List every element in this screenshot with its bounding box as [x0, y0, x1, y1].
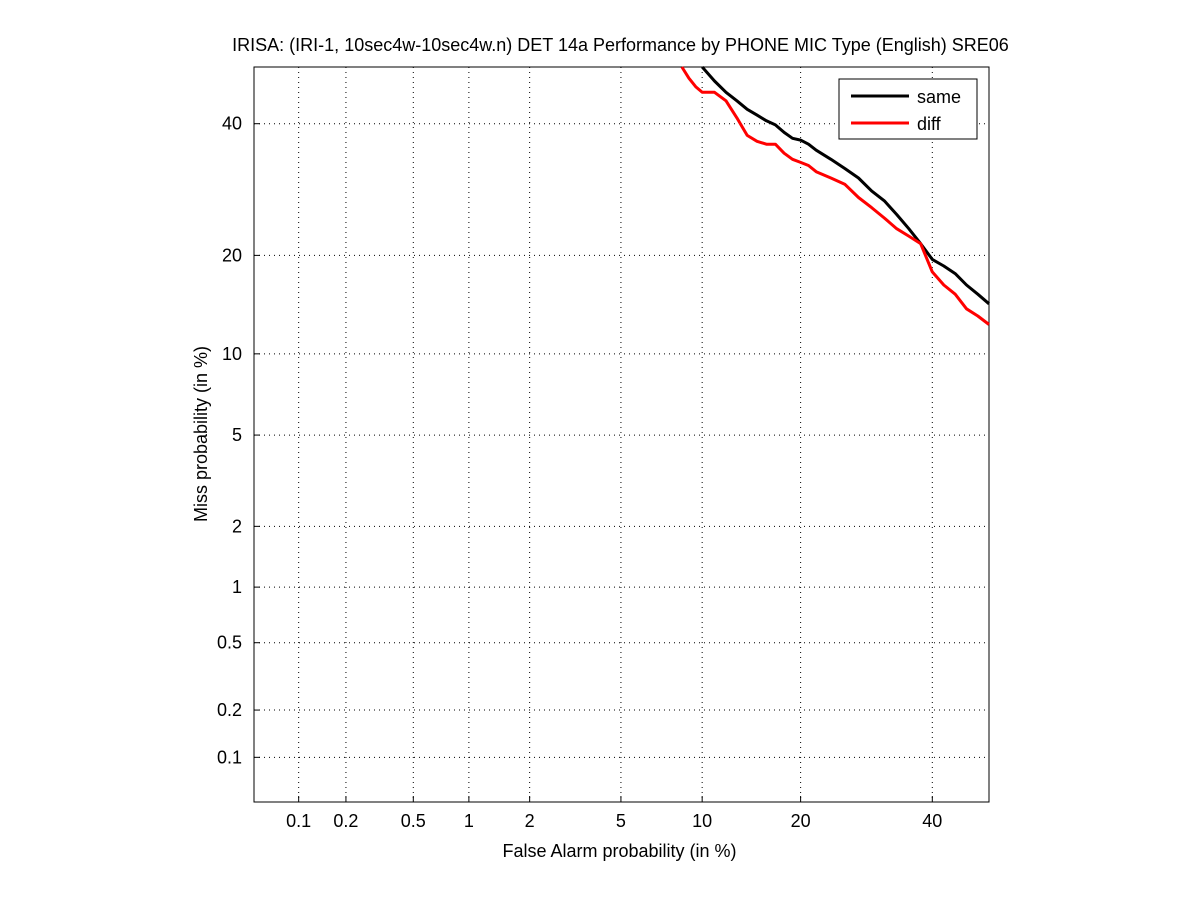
y-tick-label: 5 — [232, 425, 242, 445]
x-tick-label: 5 — [616, 811, 626, 831]
x-tick-label: 0.1 — [286, 811, 311, 831]
y-axis-label: Miss probability (in %) — [191, 346, 211, 522]
x-tick-label: 40 — [922, 811, 942, 831]
x-tick-label: 20 — [791, 811, 811, 831]
series-line-diff — [680, 66, 990, 326]
y-tick-label: 0.5 — [217, 633, 242, 653]
y-tick-label: 0.2 — [217, 700, 242, 720]
legend-box — [838, 78, 978, 140]
legend: same diff — [838, 78, 978, 140]
series-lines — [680, 66, 990, 326]
grid — [254, 67, 989, 802]
axis-ticks: 0.1 0.2 0.5 1 2 5 10 20 40 0.1 0.2 0.5 1 2 5 10 20 40 — [217, 114, 942, 831]
legend-label-same: same — [917, 87, 961, 107]
y-tick-label: 10 — [222, 344, 242, 364]
x-tick-label: 0.2 — [333, 811, 358, 831]
y-tick-label: 40 — [222, 114, 242, 134]
series-line-same — [701, 66, 990, 305]
x-tick-label: 0.5 — [401, 811, 426, 831]
x-tick-label: 10 — [692, 811, 712, 831]
x-axis-label: False Alarm probability (in %) — [502, 841, 736, 861]
x-tick-label: 2 — [525, 811, 535, 831]
y-tick-label: 1 — [232, 577, 242, 597]
plot-area — [253, 66, 990, 803]
y-tick-label: 2 — [232, 516, 242, 536]
y-tick-label: 20 — [222, 245, 242, 265]
x-tick-label: 1 — [464, 811, 474, 831]
legend-label-diff: diff — [917, 114, 942, 134]
y-tick-label: 0.1 — [217, 747, 242, 767]
chart-title: IRISA: (IRI-1, 10sec4w-10sec4w.n) DET 14… — [232, 35, 1009, 55]
